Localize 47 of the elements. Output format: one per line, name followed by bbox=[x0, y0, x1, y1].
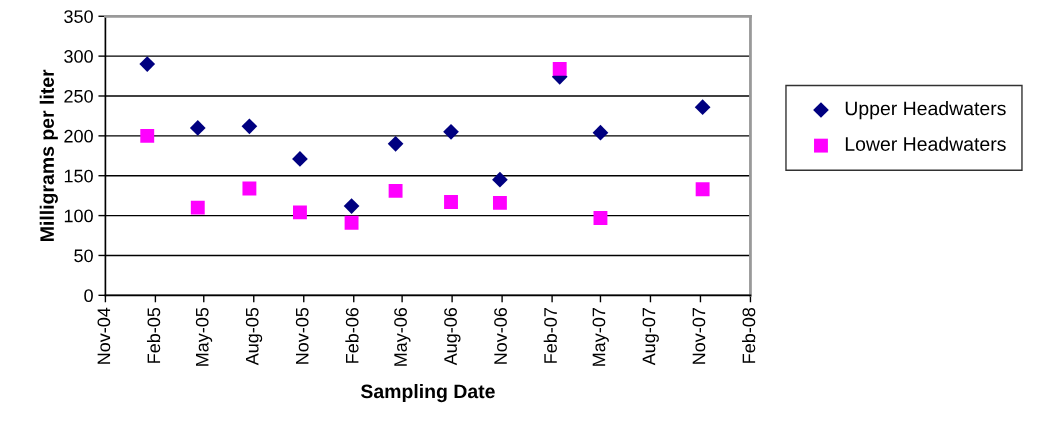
y-tick-label: 250 bbox=[64, 89, 93, 103]
y-axis-title: Milligrams per liter bbox=[39, 69, 58, 241]
point bbox=[695, 182, 710, 197]
x-tick-label: Nov-04 bbox=[97, 307, 111, 364]
point bbox=[189, 120, 206, 136]
x-tick-label: Feb-08 bbox=[742, 307, 756, 363]
point bbox=[443, 124, 459, 140]
point bbox=[694, 99, 711, 116]
x-tick-label: May-06 bbox=[394, 307, 411, 366]
y-tick-label: 50 bbox=[74, 249, 93, 263]
point bbox=[593, 211, 608, 225]
y-tick-label: 150 bbox=[64, 169, 93, 183]
y-tick-label: 200 bbox=[64, 129, 93, 143]
point bbox=[293, 205, 307, 220]
x-tick-label: Feb-05 bbox=[146, 307, 161, 363]
point bbox=[388, 183, 403, 198]
legend-label: Upper Headwaters bbox=[845, 101, 1006, 120]
point bbox=[292, 151, 308, 167]
point bbox=[552, 61, 567, 76]
x-tick-label: Aug-06 bbox=[444, 307, 461, 366]
x-tick-label: Nov-05 bbox=[295, 307, 309, 364]
point bbox=[242, 181, 257, 196]
x-tick-label: May-05 bbox=[195, 307, 213, 366]
point bbox=[592, 124, 609, 141]
point bbox=[444, 195, 458, 209]
x-tick-label: Nov-07 bbox=[692, 308, 706, 364]
x-tick-label: Nov-06 bbox=[494, 307, 507, 364]
x-tick-label: Feb-07 bbox=[543, 308, 557, 363]
point bbox=[241, 118, 258, 135]
x-tick-label: Aug-05 bbox=[245, 307, 263, 366]
y-tick-label: 300 bbox=[64, 50, 93, 63]
point bbox=[492, 195, 507, 210]
point bbox=[344, 215, 359, 230]
x-tick-label: Feb-06 bbox=[345, 307, 359, 363]
x-axis-title: Sampling Date bbox=[360, 383, 495, 403]
x-tick-label: Aug-07 bbox=[642, 308, 659, 366]
point bbox=[190, 200, 205, 215]
legend-label: Lower Headwaters bbox=[845, 136, 1006, 151]
point bbox=[139, 56, 156, 72]
x-tick-label: May-07 bbox=[592, 308, 609, 366]
point bbox=[343, 198, 360, 214]
y-tick-label: 100 bbox=[64, 209, 93, 223]
point bbox=[492, 171, 508, 188]
y-tick-label: 0 bbox=[84, 289, 93, 303]
y-tick-label: 350 bbox=[64, 10, 93, 23]
point bbox=[140, 128, 155, 143]
point bbox=[387, 135, 404, 152]
